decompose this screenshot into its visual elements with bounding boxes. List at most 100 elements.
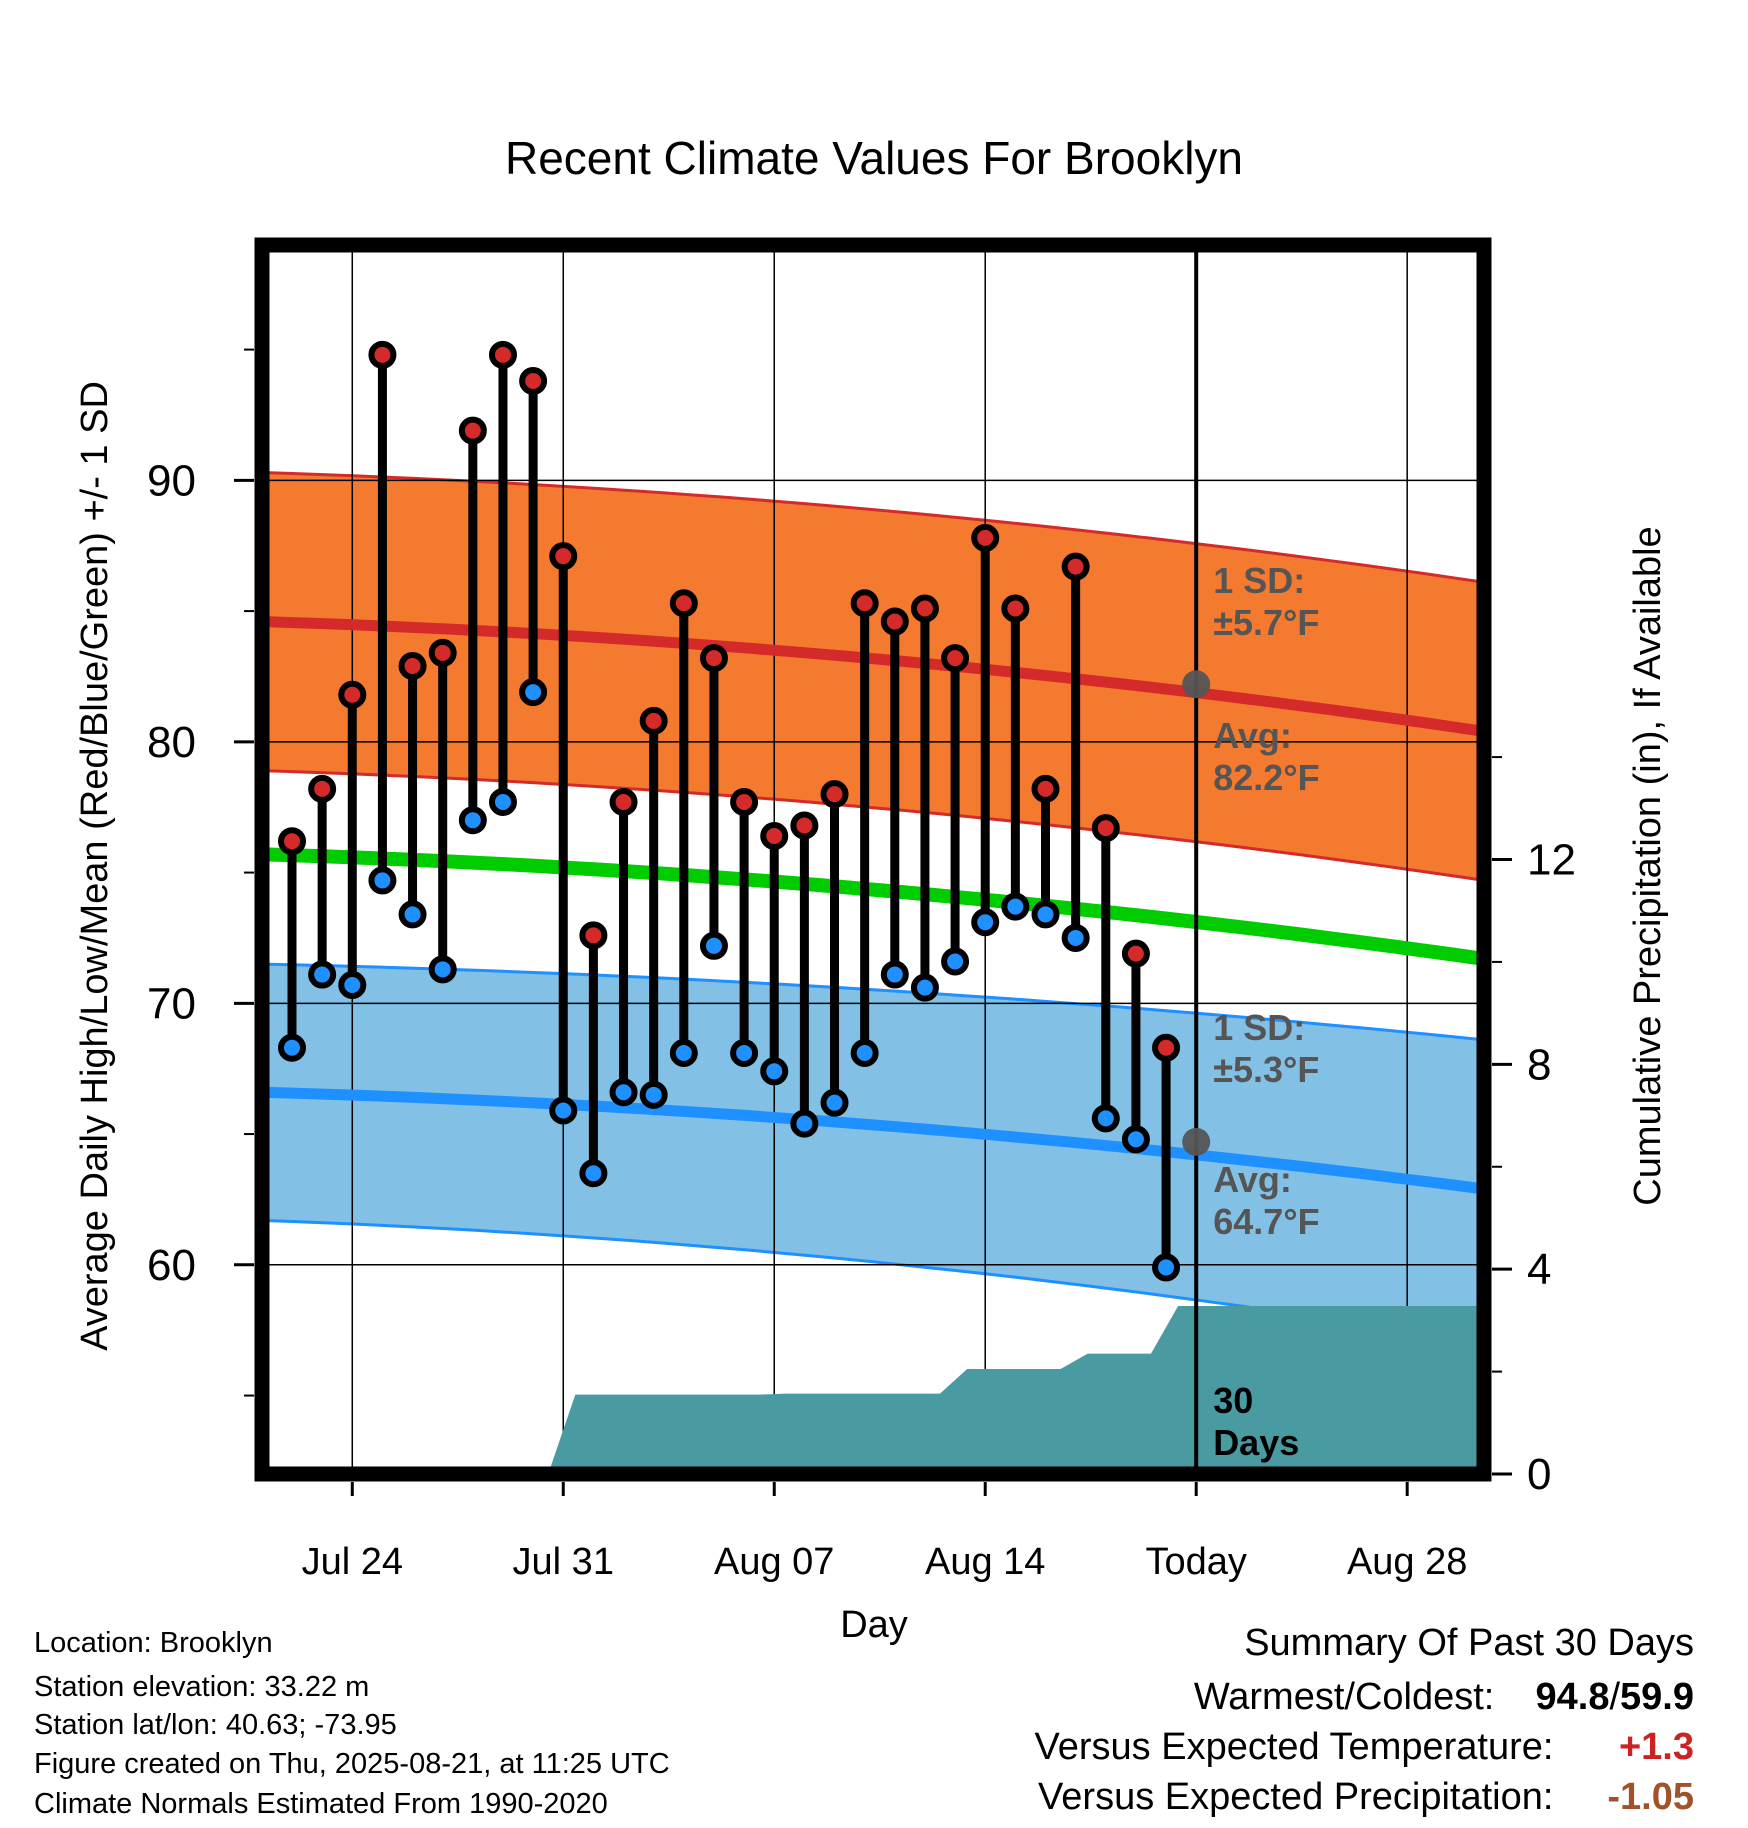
summary-warm-cold: Warmest/Coldest: 94.8/59.9 <box>1194 1678 1694 1716</box>
low-point-13 <box>639 1080 668 1109</box>
mean-average-line <box>262 847 1484 966</box>
high-point-10 <box>549 542 578 571</box>
high-point-23 <box>941 644 970 673</box>
low-point-22 <box>910 973 939 1002</box>
low-point-24 <box>971 908 1000 937</box>
high-point-24 <box>971 523 1000 552</box>
y2-axis-label: Cumulative Precipitation (in), If Availa… <box>1627 526 1669 1205</box>
high-point-15 <box>699 644 728 673</box>
high-point-1 <box>278 827 306 856</box>
low-point-9 <box>519 678 548 707</box>
low-point-26 <box>1031 900 1060 929</box>
low-point-25 <box>1001 892 1030 921</box>
high-point-12 <box>609 787 638 816</box>
y-tick-label-1: 60 <box>147 1241 196 1290</box>
warmest-value: 94.8 <box>1535 1676 1610 1718</box>
low-point-8 <box>488 787 517 816</box>
temperature-anomaly-value: +1.3 <box>1618 1726 1694 1768</box>
y-axis-label: Average Daily High/Low/Mean (Red/Blue/Gr… <box>74 381 116 1351</box>
high-point-9 <box>519 366 548 395</box>
low-point-2 <box>308 960 337 989</box>
precipitation-label: Versus Expected Precipitation: <box>1038 1776 1554 1818</box>
y2-tick-label-2: 4 <box>1527 1245 1551 1294</box>
high-point-26 <box>1031 774 1060 803</box>
x-tick-label-1: Jul 24 <box>302 1541 403 1583</box>
info-created: Figure created on Thu, 2025-08-21, at 11… <box>34 1748 670 1780</box>
temperature-label: Versus Expected Temperature: <box>1034 1726 1554 1768</box>
y-tick-label-2: 70 <box>147 979 196 1028</box>
info-location: Location: Brooklyn <box>34 1627 273 1659</box>
low-average-annotation-line-2: 64.7°F <box>1213 1201 1319 1242</box>
today-low-average-marker <box>1182 1127 1211 1156</box>
high-point-17 <box>760 821 789 850</box>
high-point-25 <box>1001 594 1030 623</box>
info-elevation: Station elevation: 33.22 m <box>34 1671 370 1703</box>
summary-precipitation: Versus Expected Precipitation: -1.05 <box>1038 1778 1694 1816</box>
window-annotation-line-1: 30 <box>1213 1380 1253 1421</box>
low-point-11 <box>579 1159 608 1188</box>
low-point-3 <box>338 971 367 1000</box>
high-point-2 <box>308 774 337 803</box>
low-sd-annotation-line-2: ±5.3°F <box>1213 1049 1319 1090</box>
high-point-18 <box>790 811 819 840</box>
high-point-16 <box>730 787 759 816</box>
high-point-6 <box>428 638 457 667</box>
high-point-14 <box>669 589 698 618</box>
high-point-28 <box>1091 814 1120 843</box>
high-point-13 <box>639 706 668 735</box>
low-point-21 <box>880 960 909 989</box>
low-point-27 <box>1061 923 1090 952</box>
x-tick-label-2: Jul 31 <box>513 1541 614 1583</box>
high-average-annotation-line-2: 82.2°F <box>1213 757 1319 798</box>
high-sd-annotation-line-1: 1 SD: <box>1213 560 1305 601</box>
high-point-5 <box>398 651 427 680</box>
low-point-15 <box>699 931 728 960</box>
high-point-8 <box>488 340 517 369</box>
x-tick-label-5: Today <box>1145 1541 1246 1583</box>
low-point-5 <box>398 900 427 929</box>
low-point-19 <box>820 1088 849 1117</box>
low-average-annotation-line-1: Avg: <box>1213 1159 1292 1200</box>
high-point-27 <box>1061 552 1090 581</box>
high-point-4 <box>368 340 397 369</box>
high-point-30 <box>1152 1033 1181 1062</box>
precipitation-area <box>276 1306 1484 1474</box>
low-point-18 <box>790 1109 819 1138</box>
high-point-29 <box>1121 939 1150 968</box>
summary-temperature: Versus Expected Temperature: +1.3 <box>1035 1728 1694 1766</box>
coldest-value: 59.9 <box>1620 1676 1694 1718</box>
summary-heading: Summary Of Past 30 Days <box>1244 1622 1694 1664</box>
chart-title: Recent Climate Values For Brooklyn <box>505 132 1243 184</box>
low-point-7 <box>458 806 487 835</box>
precipitation-anomaly-value: -1.05 <box>1607 1776 1694 1818</box>
low-point-23 <box>941 947 970 976</box>
high-point-20 <box>850 589 879 618</box>
y2-tick-label-1: 0 <box>1527 1450 1551 1499</box>
low-point-28 <box>1091 1104 1120 1133</box>
warm-cold-separator: / <box>1609 1676 1621 1718</box>
today-high-average-marker <box>1182 670 1211 699</box>
window-annotation-line-2: Days <box>1213 1422 1299 1463</box>
high-sd-annotation-line-2: ±5.7°F <box>1213 602 1319 643</box>
x-tick-label-6: Aug 28 <box>1347 1541 1467 1583</box>
low-point-12 <box>609 1078 638 1107</box>
low-point-20 <box>850 1039 879 1068</box>
high-point-3 <box>338 680 367 709</box>
low-point-30 <box>1152 1253 1181 1282</box>
high-point-19 <box>820 780 849 809</box>
high-point-7 <box>458 416 487 445</box>
y2-tick-label-4: 12 <box>1527 836 1576 885</box>
y2-tick-label-3: 8 <box>1527 1040 1551 1089</box>
info-normals: Climate Normals Estimated From 1990-2020 <box>34 1788 608 1820</box>
y-tick-label-3: 80 <box>147 718 196 767</box>
plot-frame <box>254 237 1492 1482</box>
x-tick-label-4: Aug 14 <box>925 1541 1045 1583</box>
low-sd-band-upper-edge <box>262 962 1484 1042</box>
low-point-14 <box>669 1039 698 1068</box>
low-average-line <box>262 1086 1484 1195</box>
high-point-22 <box>910 594 939 623</box>
y-tick-label-4: 90 <box>147 456 196 505</box>
